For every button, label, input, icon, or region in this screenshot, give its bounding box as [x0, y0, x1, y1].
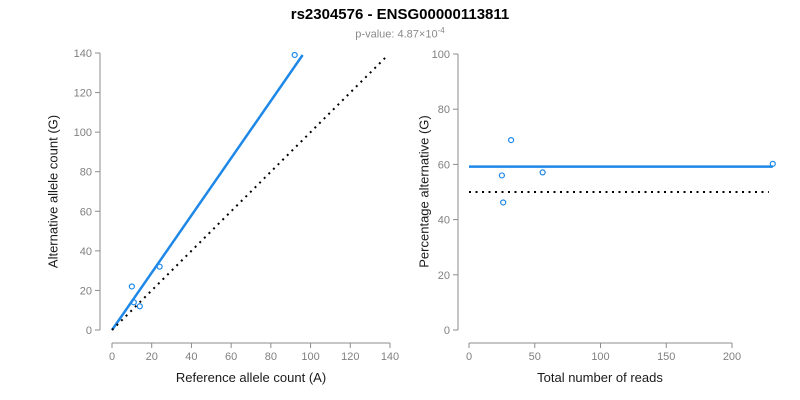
x-tick-label: 50 — [529, 351, 541, 363]
x-tick-label: 60 — [225, 351, 237, 363]
x-tick-label: 40 — [185, 351, 197, 363]
x-tick-label: 0 — [466, 351, 472, 363]
data-point — [136, 303, 143, 310]
data-point — [500, 199, 507, 206]
data-point — [539, 169, 546, 176]
y-tick-label: 40 — [438, 215, 450, 227]
left-xaxis-title: Reference allele count (A) — [175, 370, 327, 385]
y-tick-label: 120 — [74, 88, 92, 100]
y-tick-label: 0 — [444, 325, 450, 337]
y-tick-label: 140 — [74, 48, 92, 60]
y-tick-label: 20 — [80, 285, 92, 297]
y-tick-label: 80 — [80, 167, 92, 179]
identity-line — [111, 56, 387, 331]
pvalue-text: p-value: 4.87×10 — [355, 28, 438, 41]
data-point — [507, 137, 515, 144]
y-tick-label: 60 — [438, 159, 450, 171]
data-point — [128, 283, 135, 290]
data-point — [130, 299, 137, 306]
x-tick-label: 80 — [265, 351, 277, 363]
pvalue-exponent: -4 — [437, 26, 445, 35]
y-tick-label: 100 — [432, 49, 450, 61]
y-tick-label: 60 — [80, 206, 92, 218]
y-tick-label: 80 — [438, 104, 450, 116]
x-tick-label: 0 — [109, 351, 115, 363]
y-tick-label: 20 — [438, 270, 450, 282]
data-point — [769, 160, 776, 167]
fit-line — [110, 54, 304, 331]
right-scatter-plot: 0 20 40 60 80 100 0 50 100 150 200 — [432, 49, 776, 363]
y-tick-label: 40 — [80, 246, 92, 258]
x-tick-label: 140 — [381, 351, 399, 363]
left-scatter-plot: 0 20 40 60 80 100 120 140 0 20 40 60 80 100 120 140 — [74, 48, 400, 363]
right-xaxis-title: Total number of reads — [537, 370, 663, 385]
left-yaxis-title: Alternative allele count (G) — [45, 114, 61, 269]
y-tick-label: 0 — [86, 325, 92, 337]
chart-subtitle: p-value: 4.87×10-4 — [0, 26, 800, 41]
x-tick-label: 120 — [341, 351, 359, 363]
y-tick-label: 100 — [74, 127, 92, 139]
right-yaxis-title: Percentage alternative (G) — [416, 115, 432, 268]
data-point — [498, 172, 505, 179]
x-tick-label: 150 — [657, 351, 675, 363]
data-point — [156, 263, 163, 270]
x-tick-label: 200 — [723, 351, 741, 363]
x-tick-label: 100 — [301, 351, 319, 363]
chart-title: rs2304576 - ENSG00000113811 — [290, 6, 510, 23]
x-tick-label: 100 — [591, 351, 609, 363]
data-point — [291, 51, 298, 59]
x-tick-label: 20 — [146, 351, 158, 363]
